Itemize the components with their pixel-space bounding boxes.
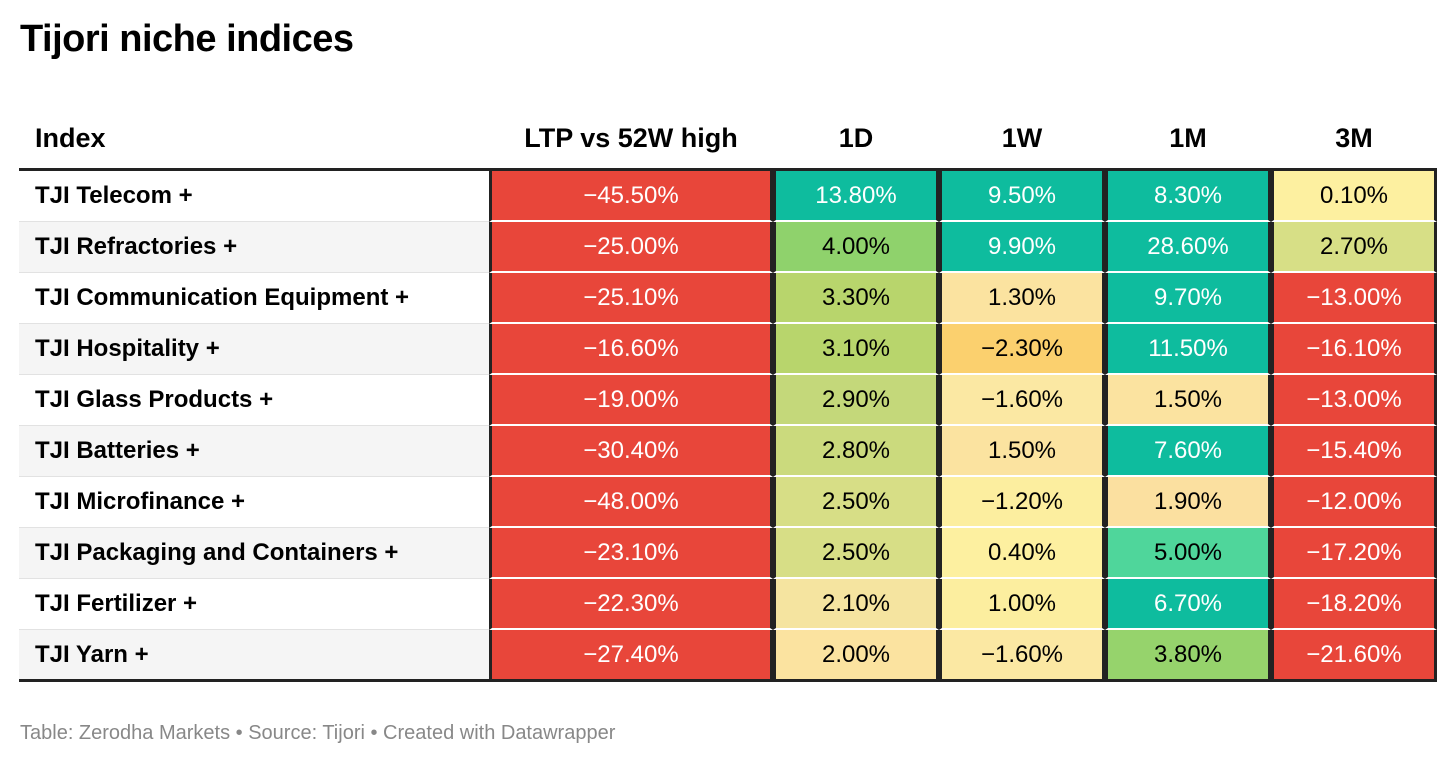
table-row: TJI Communication Equipment + −25.10% 3.30… <box>19 273 1437 324</box>
value-cell: 1.00% <box>939 579 1105 630</box>
value-cell: −18.20% <box>1271 579 1437 630</box>
value-cell: −17.20% <box>1271 528 1437 579</box>
indices-table: Index LTP vs 52W high 1D 1W 1M 3M TJI Te… <box>19 108 1437 682</box>
value-cell: 8.30% <box>1105 171 1271 222</box>
value-cell: −15.40% <box>1271 426 1437 477</box>
value-cell: −1.20% <box>939 477 1105 528</box>
value-cell: −1.60% <box>939 630 1105 682</box>
index-name-cell: TJI Fertilizer + <box>19 579 489 630</box>
value-cell: 2.90% <box>773 375 939 426</box>
value-cell: −1.60% <box>939 375 1105 426</box>
column-header: LTP vs 52W high <box>489 108 773 171</box>
column-header: 1M <box>1105 108 1271 171</box>
value-cell: −25.10% <box>489 273 773 324</box>
value-cell: 3.30% <box>773 273 939 324</box>
table-row: TJI Batteries + −30.40% 2.80% 1.50% 7.60% −15… <box>19 426 1437 477</box>
page-title: Tijori niche indices <box>20 18 354 60</box>
value-cell: −16.60% <box>489 324 773 375</box>
value-cell: 2.50% <box>773 477 939 528</box>
index-name-cell: TJI Hospitality + <box>19 324 489 375</box>
value-cell: 6.70% <box>1105 579 1271 630</box>
value-cell: −27.40% <box>489 630 773 682</box>
value-cell: 5.00% <box>1105 528 1271 579</box>
value-cell: 7.60% <box>1105 426 1271 477</box>
index-name-cell: TJI Refractories + <box>19 222 489 273</box>
table-row: TJI Telecom + −45.50% 13.80% 9.50% 8.30% 0.10… <box>19 171 1437 222</box>
column-header: 1W <box>939 108 1105 171</box>
value-cell: 1.50% <box>1105 375 1271 426</box>
value-cell: 13.80% <box>773 171 939 222</box>
value-cell: 9.70% <box>1105 273 1271 324</box>
value-cell: 0.10% <box>1271 171 1437 222</box>
value-cell: 28.60% <box>1105 222 1271 273</box>
value-cell: −22.30% <box>489 579 773 630</box>
value-cell: 1.90% <box>1105 477 1271 528</box>
table-row: TJI Glass Products + −19.00% 2.90% −1.60% 1.… <box>19 375 1437 426</box>
value-cell: −19.00% <box>489 375 773 426</box>
value-cell: −21.60% <box>1271 630 1437 682</box>
header-row: Index LTP vs 52W high 1D 1W 1M 3M <box>19 108 1437 171</box>
value-cell: 1.50% <box>939 426 1105 477</box>
column-header: 3M <box>1271 108 1437 171</box>
value-cell: 1.30% <box>939 273 1105 324</box>
index-name-cell: TJI Communication Equipment + <box>19 273 489 324</box>
value-cell: 2.10% <box>773 579 939 630</box>
index-name-cell: TJI Packaging and Containers + <box>19 528 489 579</box>
column-header: 1D <box>773 108 939 171</box>
value-cell: 2.80% <box>773 426 939 477</box>
value-cell: −25.00% <box>489 222 773 273</box>
value-cell: 3.10% <box>773 324 939 375</box>
value-cell: 11.50% <box>1105 324 1271 375</box>
column-header: Index <box>19 108 489 171</box>
value-cell: 9.50% <box>939 171 1105 222</box>
value-cell: −23.10% <box>489 528 773 579</box>
value-cell: −45.50% <box>489 171 773 222</box>
value-cell: −13.00% <box>1271 273 1437 324</box>
table-body: TJI Telecom + −45.50% 13.80% 9.50% 8.30% 0.10… <box>19 171 1437 682</box>
value-cell: −16.10% <box>1271 324 1437 375</box>
value-cell: 4.00% <box>773 222 939 273</box>
value-cell: −48.00% <box>489 477 773 528</box>
value-cell: 2.50% <box>773 528 939 579</box>
value-cell: 3.80% <box>1105 630 1271 682</box>
value-cell: −30.40% <box>489 426 773 477</box>
table-row: TJI Packaging and Containers + −23.10% 2.5… <box>19 528 1437 579</box>
value-cell: 2.70% <box>1271 222 1437 273</box>
value-cell: −12.00% <box>1271 477 1437 528</box>
index-name-cell: TJI Glass Products + <box>19 375 489 426</box>
value-cell: −2.30% <box>939 324 1105 375</box>
index-name-cell: TJI Batteries + <box>19 426 489 477</box>
value-cell: 9.90% <box>939 222 1105 273</box>
index-name-cell: TJI Microfinance + <box>19 477 489 528</box>
value-cell: 2.00% <box>773 630 939 682</box>
value-cell: 0.40% <box>939 528 1105 579</box>
index-name-cell: TJI Yarn + <box>19 630 489 682</box>
table-row: TJI Refractories + −25.00% 4.00% 9.90% 28.60… <box>19 222 1437 273</box>
index-name-cell: TJI Telecom + <box>19 171 489 222</box>
table-row: TJI Yarn + −27.40% 2.00% −1.60% 3.80% −21.60% <box>19 630 1437 682</box>
table-row: TJI Fertilizer + −22.30% 2.10% 1.00% 6.70% −1… <box>19 579 1437 630</box>
value-cell: −13.00% <box>1271 375 1437 426</box>
table-row: TJI Microfinance + −48.00% 2.50% −1.20% 1.90… <box>19 477 1437 528</box>
table-row: TJI Hospitality + −16.60% 3.10% −2.30% 11.50… <box>19 324 1437 375</box>
source-footer: Table: Zerodha Markets • Source: Tijori … <box>20 722 616 744</box>
